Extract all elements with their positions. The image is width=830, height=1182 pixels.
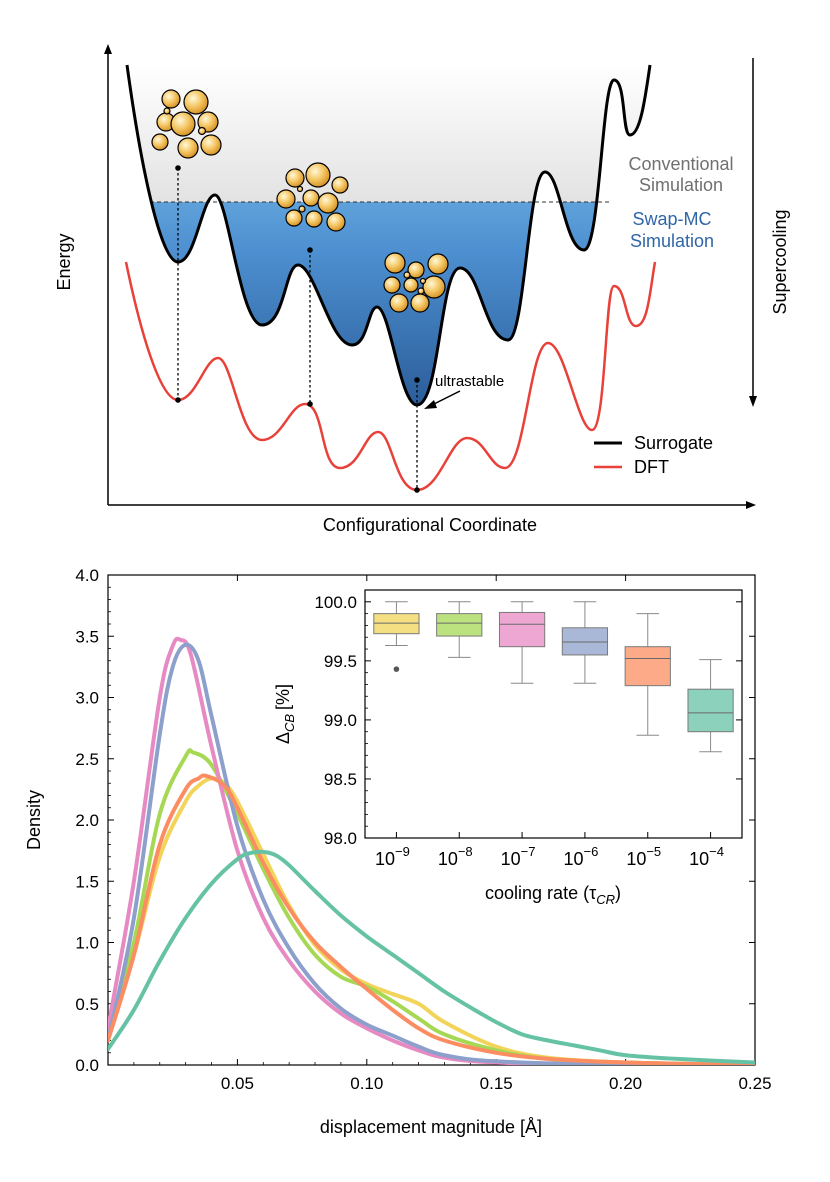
- inset-y-label-unit: [%]: [273, 684, 293, 710]
- x-tick-label: 0.10: [350, 1074, 383, 1093]
- supercooling-arrowhead: [749, 396, 757, 407]
- y-tick-label: 2.5: [75, 750, 99, 769]
- inset-y-label: ΔCB [%]: [273, 684, 297, 744]
- connector-2-top-dot: [307, 247, 313, 253]
- box-outlier: [393, 666, 400, 672]
- y-tick-label: 4.0: [75, 566, 99, 585]
- box-iqr: [561, 627, 609, 656]
- y-tick-label: 1.5: [75, 872, 99, 891]
- y-tick-label: 1.0: [75, 934, 99, 953]
- inset-frame: [364, 589, 743, 839]
- swap-label-line1: Swap-MC: [632, 209, 711, 229]
- conventional-label-line2: Simulation: [639, 175, 723, 195]
- inset-y-tick-label: 98.5: [324, 770, 357, 789]
- surrogate-curve: [125, 64, 652, 407]
- density-lines: [108, 636, 755, 1065]
- inset-x-tick-label: 10−6: [563, 844, 598, 869]
- ultrastable-label: ultrastable: [435, 373, 504, 390]
- energy-axis-label: Energy: [54, 233, 74, 290]
- connector-1-bottom-dot: [175, 397, 181, 403]
- swap-fill: [151, 202, 597, 405]
- inset-y-tick-label: 99.5: [324, 652, 357, 671]
- box-iqr: [498, 611, 546, 648]
- connector-3-top-dot: [414, 377, 420, 383]
- inset-boxes: [373, 601, 734, 753]
- inset-box-5: [624, 613, 671, 736]
- cluster-conventional: [151, 89, 222, 159]
- conventional-label-line1: Conventional: [628, 154, 733, 174]
- legend-surrogate-label: Surrogate: [634, 433, 713, 453]
- x-tick-label: 0.20: [609, 1074, 642, 1093]
- ultrastable-arrowhead: [424, 400, 437, 409]
- x-tick-label: 0.25: [738, 1074, 771, 1093]
- inset-x-tick-label: 10−7: [501, 844, 536, 869]
- inset-boxplot: 98.0 98.5 99.0 99.5 100.0 10−9 10−8 10−7 10−6 10−…: [273, 589, 743, 907]
- inset-x-tick-label: 10−5: [626, 844, 661, 869]
- inset-y-label-symbol: Δ: [273, 732, 293, 744]
- inset-y-tick-label: 100.0: [314, 593, 357, 612]
- energy-landscape-panel: ultrastable Conventional Simulation Swap…: [54, 44, 790, 535]
- legend-dft-label: DFT: [634, 457, 669, 477]
- swap-label-line2: Simulation: [630, 231, 714, 251]
- y-tick-label: 3.5: [75, 627, 99, 646]
- inset-x-tick-label: 10−8: [438, 844, 473, 869]
- box-iqr: [624, 646, 671, 687]
- x-tick-label: 0.05: [221, 1074, 254, 1093]
- y-tick-label: 0.0: [75, 1056, 99, 1075]
- inset-x-tick-label: 10−4: [689, 844, 724, 869]
- density-series-1e-5: [108, 773, 755, 1065]
- density-y-label: Density: [24, 790, 44, 850]
- inset-x-label: cooling rate (τCR): [485, 883, 621, 907]
- inset-x-tick-label: 10−9: [375, 844, 410, 869]
- density-series-1e-7: [108, 636, 755, 1065]
- box-iqr: [373, 613, 420, 635]
- y-tick-label: 3.0: [75, 689, 99, 708]
- inset-x-label-sub: CR: [596, 892, 615, 907]
- inset-y-label-sub: CB: [282, 714, 297, 732]
- top-legend: Surrogate DFT: [594, 433, 713, 477]
- density-x-label: displacement magnitude [Å]: [320, 1117, 542, 1137]
- connector-3-bottom-dot: [414, 487, 420, 493]
- density-series-1e-4: [108, 849, 755, 1065]
- inset-x-label-close: ): [615, 883, 621, 903]
- y-tick-label: 0.5: [75, 995, 99, 1014]
- cluster-swap: [276, 162, 349, 232]
- inset-y-tick-label: 98.0: [324, 829, 357, 848]
- inset-ticks: 98.0 98.5 99.0 99.5 100.0 10−9 10−8 10−7 10−6 10−…: [314, 593, 742, 869]
- density-chart: 0.0 0.5 1.0 1.5 2.0 2.5 3.0 3.5 4.0 0.05 0.10 0.15 0…: [24, 566, 772, 1137]
- conventional-fill: [127, 65, 650, 202]
- box-iqr: [436, 613, 483, 637]
- cluster-ultrastable: [383, 252, 449, 313]
- box-iqr: [687, 688, 734, 733]
- inset-box-4: [561, 601, 609, 684]
- inset-box-3: [498, 601, 546, 684]
- density-series-1e-6: [108, 642, 755, 1065]
- inset-box-2: [436, 601, 483, 658]
- coordinate-axis-arrowhead: [746, 501, 756, 509]
- inset-x-label-main: cooling rate (τ: [485, 883, 596, 903]
- inset-box-6: [687, 659, 734, 753]
- x-tick-label: 0.15: [480, 1074, 513, 1093]
- coordinate-axis-label: Configurational Coordinate: [323, 515, 537, 535]
- energy-axis-arrowhead: [104, 44, 112, 54]
- connector-2-bottom-dot: [307, 401, 313, 407]
- supercooling-label: Supercooling: [770, 209, 790, 314]
- inset-box-1: [373, 601, 420, 672]
- connector-1-top-dot: [175, 165, 181, 171]
- y-tick-label: 2.0: [75, 811, 99, 830]
- inset-y-tick-label: 99.0: [324, 711, 357, 730]
